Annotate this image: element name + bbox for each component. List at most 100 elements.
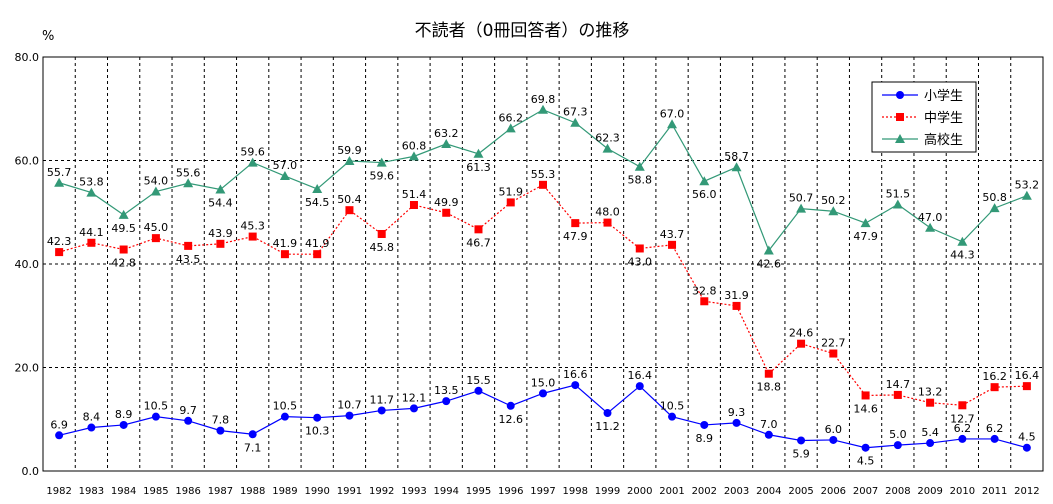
data-label: 8.9 xyxy=(696,432,714,445)
data-label: 43.5 xyxy=(176,253,201,266)
x-tick-label: 1991 xyxy=(337,486,362,497)
legend-label: 高校生 xyxy=(924,132,963,148)
x-tick-label: 1995 xyxy=(466,486,491,497)
data-point xyxy=(247,157,258,167)
data-point xyxy=(990,434,999,443)
x-tick-label: 1988 xyxy=(240,486,265,497)
x-tick-label: 2006 xyxy=(821,486,846,497)
y-tick-label: 0.0 xyxy=(22,465,40,478)
data-label: 54.0 xyxy=(144,175,169,188)
data-point xyxy=(797,339,806,348)
data-point xyxy=(376,157,387,167)
data-point xyxy=(892,199,903,209)
data-label: 51.9 xyxy=(498,185,523,198)
x-tick-label: 1982 xyxy=(46,486,71,497)
data-point xyxy=(506,401,515,410)
data-label: 15.5 xyxy=(466,374,491,387)
data-label: 16.4 xyxy=(628,369,653,382)
data-point xyxy=(184,416,193,425)
data-point xyxy=(248,232,257,241)
y-tick-label: 20.0 xyxy=(15,362,40,375)
data-label: 45.0 xyxy=(144,221,169,234)
data-label: 6.0 xyxy=(825,423,843,436)
data-point xyxy=(828,206,839,216)
x-tick-label: 1996 xyxy=(498,486,523,497)
y-tick-label: 80.0 xyxy=(15,51,40,64)
data-point xyxy=(958,401,967,410)
data-label: 12.6 xyxy=(498,413,523,426)
data-label: 58.7 xyxy=(724,150,749,163)
data-label: 8.4 xyxy=(83,411,101,424)
data-label: 42.6 xyxy=(757,258,782,271)
data-label: 7.1 xyxy=(244,441,262,454)
data-label: 53.8 xyxy=(79,176,104,189)
data-label: 18.8 xyxy=(757,381,782,394)
data-point xyxy=(603,409,612,418)
data-label: 44.3 xyxy=(950,249,975,262)
x-tick-label: 1987 xyxy=(208,486,233,497)
data-label: 47.0 xyxy=(918,211,943,224)
data-label: 7.8 xyxy=(212,414,230,427)
data-label: 49.9 xyxy=(434,196,459,209)
data-label: 49.5 xyxy=(111,222,136,235)
y-axis-unit-label: % xyxy=(42,29,54,44)
data-point xyxy=(184,241,193,250)
data-label: 50.8 xyxy=(982,191,1007,204)
data-label: 10.5 xyxy=(660,400,685,413)
data-point xyxy=(248,430,257,439)
x-tick-label: 2012 xyxy=(1014,486,1039,497)
data-label: 50.7 xyxy=(789,192,814,205)
data-point xyxy=(895,134,905,143)
y-tick-label: 40.0 xyxy=(15,258,40,271)
data-label: 31.9 xyxy=(724,289,749,302)
data-label: 4.5 xyxy=(1018,431,1036,444)
data-label: 67.3 xyxy=(563,106,588,119)
data-label: 67.0 xyxy=(660,107,685,120)
data-label: 47.9 xyxy=(563,230,588,243)
data-label: 7.0 xyxy=(760,418,778,431)
data-point xyxy=(989,203,1000,213)
data-label: 58.8 xyxy=(628,174,653,187)
data-point xyxy=(474,225,483,234)
data-label: 6.2 xyxy=(986,422,1004,435)
data-point xyxy=(55,248,64,257)
data-point xyxy=(829,435,838,444)
data-point xyxy=(409,404,418,413)
data-point xyxy=(408,151,419,161)
data-point xyxy=(570,117,581,127)
data-point xyxy=(699,176,710,186)
data-label: 4.5 xyxy=(857,455,875,468)
data-label: 9.7 xyxy=(179,404,197,417)
data-point xyxy=(377,229,386,238)
data-point xyxy=(55,431,64,440)
data-point xyxy=(119,245,128,254)
data-point xyxy=(345,411,354,420)
data-point xyxy=(700,297,709,306)
data-label: 59.6 xyxy=(369,170,394,183)
data-label: 60.8 xyxy=(402,139,427,152)
x-tick-label: 2011 xyxy=(982,486,1007,497)
data-label: 46.7 xyxy=(466,236,491,249)
data-label: 56.0 xyxy=(692,188,717,201)
legend-label: 小学生 xyxy=(924,88,963,104)
data-point xyxy=(377,406,386,415)
data-point xyxy=(668,240,677,249)
data-point xyxy=(896,113,904,121)
x-tick-label: 1985 xyxy=(143,486,168,497)
data-label: 42.3 xyxy=(47,235,72,248)
data-point xyxy=(280,412,289,421)
data-label: 42.8 xyxy=(111,257,136,270)
data-point xyxy=(635,382,644,391)
data-point xyxy=(473,148,484,158)
data-label: 57.0 xyxy=(273,159,298,172)
data-label: 22.7 xyxy=(821,337,846,350)
data-point xyxy=(442,208,451,217)
data-point xyxy=(926,398,935,407)
data-point xyxy=(731,162,742,172)
data-point xyxy=(506,198,515,207)
data-point xyxy=(216,426,225,435)
data-point xyxy=(183,178,194,188)
x-tick-label: 1986 xyxy=(175,486,200,497)
data-point xyxy=(861,391,870,400)
